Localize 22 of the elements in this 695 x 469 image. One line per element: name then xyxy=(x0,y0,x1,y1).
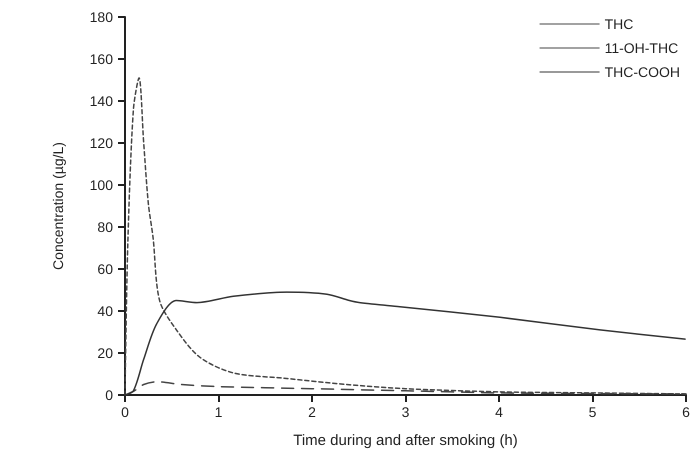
y-tick-label: 100 xyxy=(90,177,114,193)
x-axis-title: Time during and after smoking (h) xyxy=(293,432,518,449)
y-tick-label: 140 xyxy=(90,93,114,109)
y-tick-label: 0 xyxy=(105,387,114,403)
legend-label: THC xyxy=(604,16,634,32)
x-tick-label: 0 xyxy=(121,404,130,420)
y-tick-label: 20 xyxy=(97,345,114,361)
x-tick-label: 2 xyxy=(308,404,316,420)
legend-label: 11-OH-THC xyxy=(604,40,678,56)
y-tick-label: 40 xyxy=(97,303,114,319)
y-tick-label: 60 xyxy=(97,261,114,277)
y-tick-label: 180 xyxy=(90,9,114,25)
x-tick-label: 4 xyxy=(495,404,504,420)
x-tick-label: 1 xyxy=(214,404,223,420)
legend-label: THC-COOH xyxy=(604,64,680,80)
y-axis-title: Concentration (µg/L) xyxy=(50,142,66,270)
y-tick-label: 80 xyxy=(97,219,114,235)
y-tick-label: 160 xyxy=(90,51,114,67)
x-tick-label: 3 xyxy=(402,404,410,420)
y-tick-label: 120 xyxy=(90,135,114,151)
x-tick-label: 5 xyxy=(588,404,597,420)
x-tick-label: 6 xyxy=(682,404,690,420)
